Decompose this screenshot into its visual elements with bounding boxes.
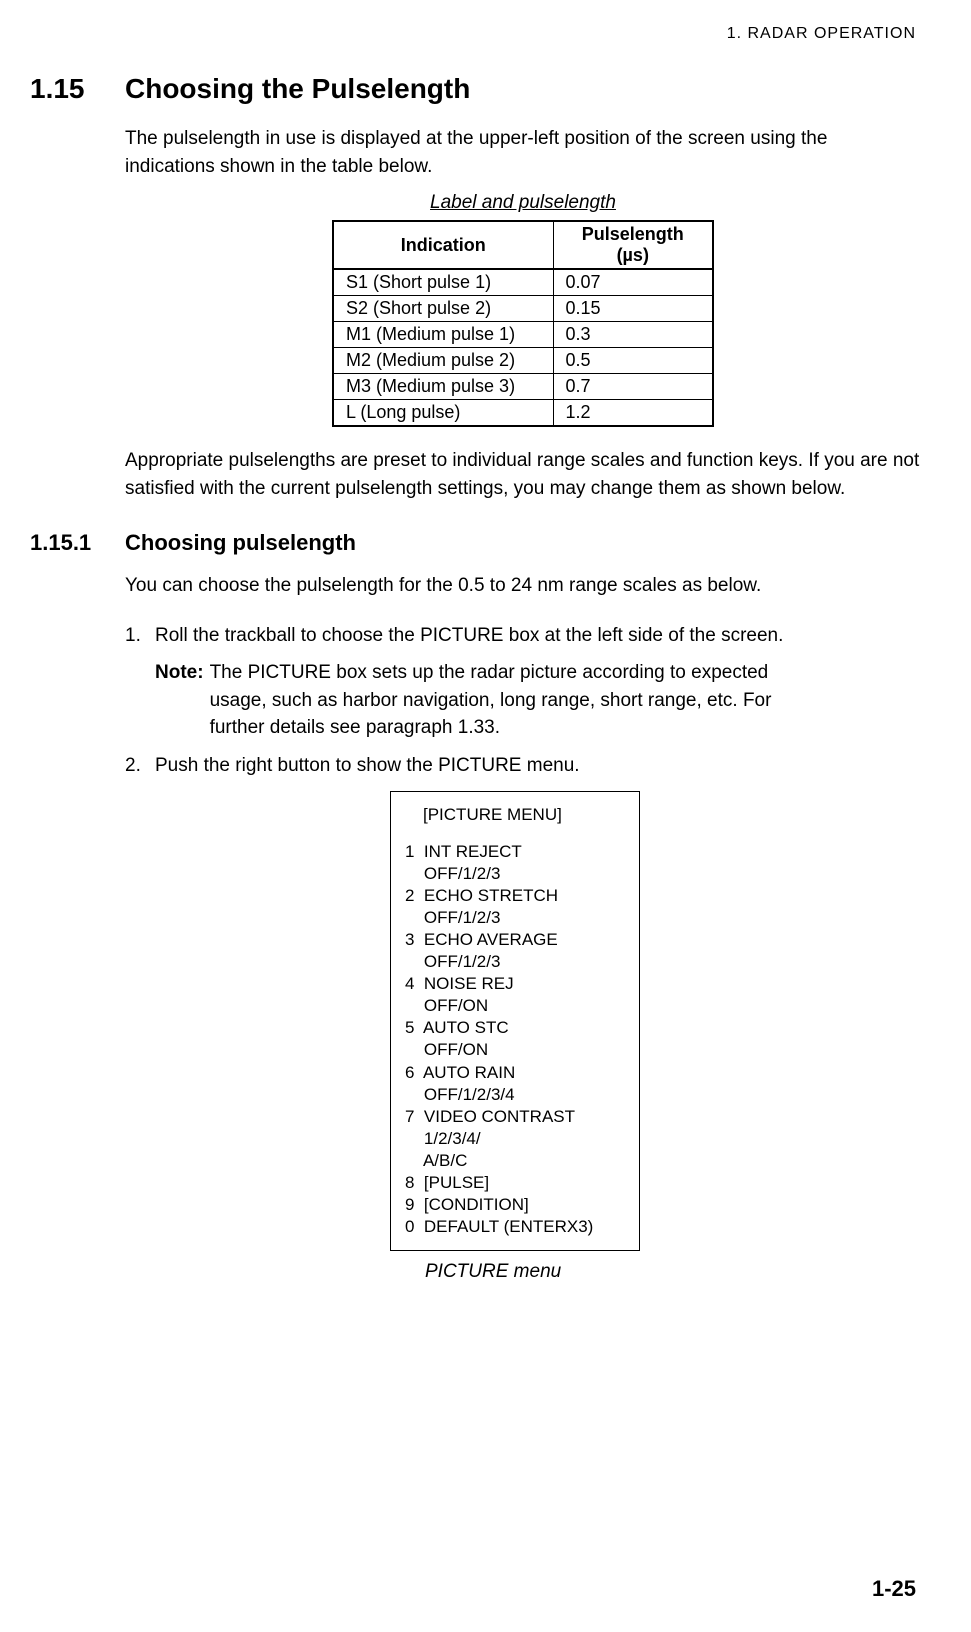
chapter-header: 1. RADAR OPERATION xyxy=(30,25,921,43)
col-pulselength: Pulselength (µs) xyxy=(553,221,713,269)
cell: 0.5 xyxy=(553,348,713,374)
picture-menu-box: [PICTURE MENU] 1 INT REJECT OFF/1/2/3 2 … xyxy=(390,791,640,1251)
cell: S2 (Short pulse 2) xyxy=(333,296,553,322)
cell: S1 (Short pulse 1) xyxy=(333,269,553,296)
menu-line: OFF/1/2/3/4 xyxy=(405,1084,627,1106)
menu-line: OFF/1/2/3 xyxy=(405,951,627,973)
menu-line: 8 [PULSE] xyxy=(405,1172,627,1194)
subsection-number: 1.15.1 xyxy=(30,530,125,556)
pulselength-table: Indication Pulselength (µs) S1 (Short pu… xyxy=(332,220,714,427)
section-title: Choosing the Pulselength xyxy=(125,73,470,105)
menu-line: 7 VIDEO CONTRAST xyxy=(405,1106,627,1128)
menu-line: A/B/C xyxy=(405,1150,627,1172)
menu-line: 2 ECHO STRETCH xyxy=(405,885,627,907)
note-line: The PICTURE box sets up the radar pictur… xyxy=(210,662,769,683)
menu-line: 0 DEFAULT (ENTERX3) xyxy=(405,1216,627,1238)
cell: 0.15 xyxy=(553,296,713,322)
menu-line: OFF/1/2/3 xyxy=(405,863,627,885)
table-header-row: Indication Pulselength (µs) xyxy=(333,221,713,269)
cell: 0.7 xyxy=(553,374,713,400)
table-row: M3 (Medium pulse 3)0.7 xyxy=(333,374,713,400)
menu-line: OFF/1/2/3 xyxy=(405,907,627,929)
table-caption: Label and pulselength xyxy=(125,192,921,214)
note-line: further details see paragraph 1.33. xyxy=(210,717,500,738)
menu-line: 1/2/3/4/ xyxy=(405,1128,627,1150)
menu-line: 3 ECHO AVERAGE xyxy=(405,929,627,951)
menu-line: 5 AUTO STC xyxy=(405,1017,627,1039)
cell: M1 (Medium pulse 1) xyxy=(333,322,553,348)
list-text: Roll the trackball to choose the PICTURE… xyxy=(155,622,921,650)
cell: 0.07 xyxy=(553,269,713,296)
cell: M3 (Medium pulse 3) xyxy=(333,374,553,400)
note-label: Note: xyxy=(155,659,204,742)
col-indication: Indication xyxy=(333,221,553,269)
list-item: 2. Push the right button to show the PIC… xyxy=(125,752,921,780)
table-row: L (Long pulse)1.2 xyxy=(333,400,713,427)
menu-line: OFF/ON xyxy=(405,1039,627,1061)
table-row: M2 (Medium pulse 2)0.5 xyxy=(333,348,713,374)
subsection-intro: You can choose the pulselength for the 0… xyxy=(125,572,921,600)
intro-paragraph: The pulselength in use is displayed at t… xyxy=(125,125,921,180)
page-number: 1-25 xyxy=(872,1576,916,1602)
note-line: usage, such as harbor navigation, long r… xyxy=(210,690,772,711)
section-heading: 1.15 Choosing the Pulselength xyxy=(30,73,921,105)
table-row: S2 (Short pulse 2)0.15 xyxy=(333,296,713,322)
section-number: 1.15 xyxy=(30,73,125,105)
menu-line: 1 INT REJECT xyxy=(405,841,627,863)
menu-title: [PICTURE MENU] xyxy=(405,804,627,826)
table-row: S1 (Short pulse 1)0.07 xyxy=(333,269,713,296)
subsection-heading: 1.15.1 Choosing pulselength xyxy=(30,530,921,556)
menu-line: 4 NOISE REJ xyxy=(405,973,627,995)
note: Note: The PICTURE box sets up the radar … xyxy=(155,659,921,742)
menu-line: OFF/ON xyxy=(405,995,627,1017)
cell: M2 (Medium pulse 2) xyxy=(333,348,553,374)
list-number: 2. xyxy=(125,752,155,780)
subsection-title: Choosing pulselength xyxy=(125,530,356,556)
list-number: 1. xyxy=(125,622,155,650)
cell: 0.3 xyxy=(553,322,713,348)
menu-line: 6 AUTO RAIN xyxy=(405,1062,627,1084)
menu-caption: PICTURE menu xyxy=(425,1261,921,1283)
table-row: M1 (Medium pulse 1)0.3 xyxy=(333,322,713,348)
list-text: Push the right button to show the PICTUR… xyxy=(155,752,921,780)
cell: L (Long pulse) xyxy=(333,400,553,427)
menu-line: 9 [CONDITION] xyxy=(405,1194,627,1216)
paragraph-2: Appropriate pulselengths are preset to i… xyxy=(125,447,921,502)
list-item: 1. Roll the trackball to choose the PICT… xyxy=(125,622,921,650)
cell: 1.2 xyxy=(553,400,713,427)
